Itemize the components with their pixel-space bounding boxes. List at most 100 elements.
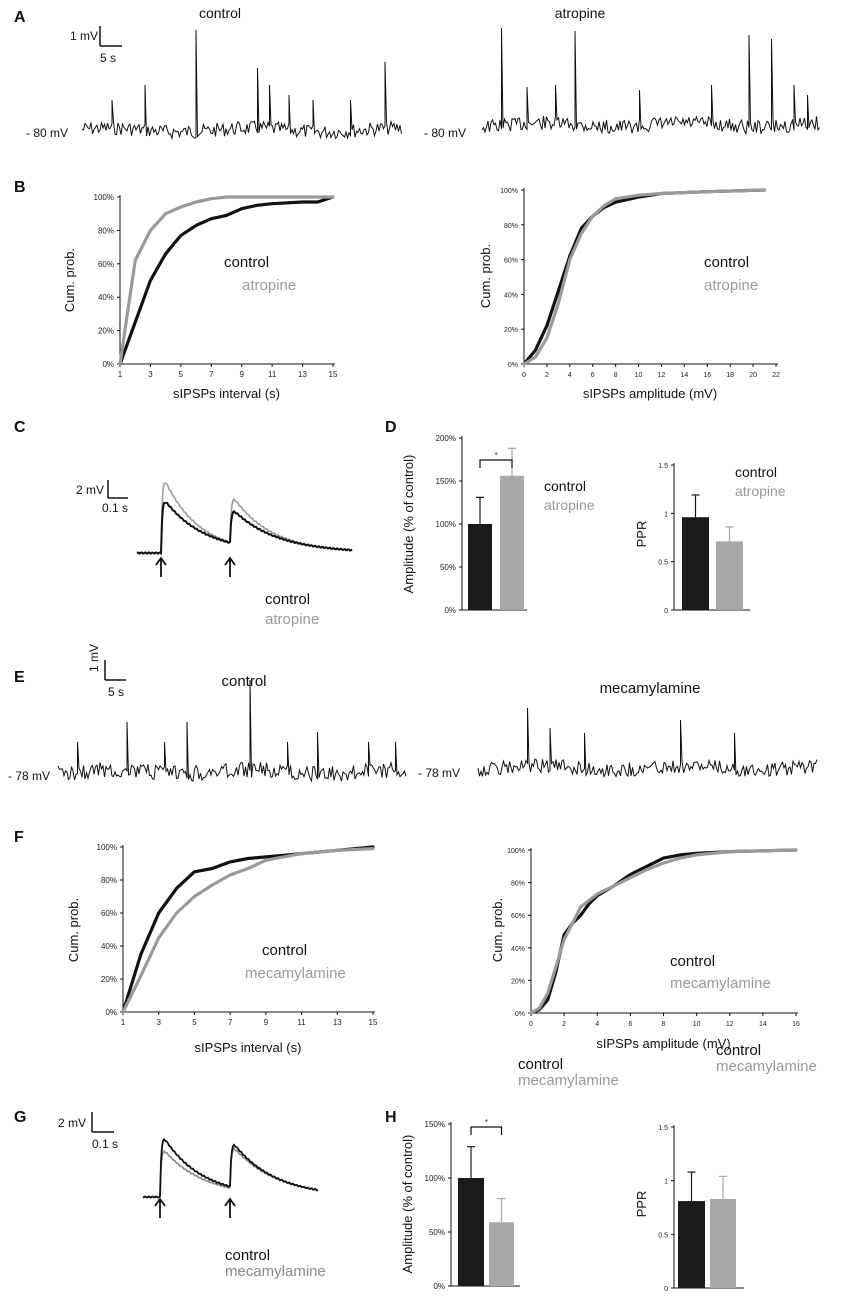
x-tick-label: 8: [662, 1021, 666, 1028]
y-tick-label: 0%: [444, 606, 456, 615]
bar-mecamylamine: [489, 1222, 514, 1286]
series-atropine: [118, 195, 335, 366]
y-tick-label: 0.5: [658, 1232, 668, 1239]
x-axis-label: sIPSPs interval (s): [173, 386, 280, 401]
y-tick-label: 80%: [101, 876, 117, 885]
scale-bar-g: 2 mV 0.1 s: [58, 1112, 118, 1151]
panel-label-d: D: [385, 419, 397, 436]
y-tick-label: 20%: [101, 975, 117, 984]
x-axis-label: sIPSPs interval (s): [195, 1040, 302, 1055]
y-tick-label: 40%: [101, 942, 117, 951]
panel-a-right-title: atropine: [555, 5, 606, 21]
y-tick-label: 0: [664, 608, 668, 615]
significance-bracket: [470, 1126, 503, 1135]
chart-f-amplitude: 0% 20% 40% 60% 80% 100% 0 2 4 6 8 10 12 14 16 sIPSPs am…: [490, 848, 800, 1051]
y-tick-label: 40%: [504, 292, 518, 299]
y-tick-label: 100%: [436, 520, 456, 529]
y-axis-label: Cum. prob.: [490, 898, 505, 962]
y-tick-label: 150%: [425, 1120, 445, 1129]
x-tick-label: 7: [228, 1018, 233, 1027]
series-mecamylamine: [529, 848, 798, 1015]
y-tick-label: 0: [664, 1286, 668, 1293]
trace-g-control: [142, 1137, 319, 1199]
chart-d-amplitude: 0% 50% 100% 150% 200% Amplitude (% of control…: [401, 434, 595, 615]
x-tick-label: 6: [591, 372, 595, 379]
panel-label-h: H: [385, 1109, 397, 1126]
x-tick-label: 12: [726, 1021, 734, 1028]
stimulus-arrow: [224, 1197, 236, 1218]
x-tick-label: 9: [239, 370, 244, 379]
panel-a-left-vm: - 80 mV: [26, 126, 68, 140]
x-tick-label: 22: [772, 372, 780, 379]
y-tick-label: 80%: [511, 881, 525, 888]
y-axis-label: Amplitude (% of control): [400, 1135, 415, 1274]
y-tick-label: 80%: [504, 223, 518, 230]
y-tick-label: 100%: [94, 193, 114, 202]
y-tick-label: 100%: [500, 188, 518, 195]
legend-control: control: [735, 464, 777, 480]
x-tick-label: 11: [268, 370, 277, 379]
legend-control: control: [544, 478, 586, 494]
x-tick-label: 16: [792, 1021, 800, 1028]
stimulus-arrow: [155, 556, 167, 577]
x-tick-label: 1: [118, 370, 123, 379]
y-tick-label: 50%: [429, 1228, 445, 1237]
trace-a-atropine: [481, 27, 820, 136]
x-tick-label: 5: [192, 1018, 197, 1027]
panel-e-left-vm: - 78 mV: [8, 769, 50, 783]
bar-control: [682, 517, 709, 610]
legend-control: control: [670, 953, 715, 970]
x-tick-label: 2: [562, 1021, 566, 1028]
significance-bracket: [479, 459, 513, 468]
bar-control: [458, 1178, 484, 1286]
x-tick-label: 15: [369, 1018, 378, 1027]
x-tick-label: 8: [614, 372, 618, 379]
stimulus-arrow: [224, 556, 236, 577]
x-tick-label: 13: [333, 1018, 342, 1027]
panel-label-c: C: [14, 419, 26, 436]
significance-star: *: [485, 1118, 488, 1127]
y-tick-label: 0%: [105, 1008, 117, 1017]
series-control: [121, 845, 375, 1014]
x-tick-label: 1: [121, 1018, 126, 1027]
legend-atropine: atropine: [735, 483, 786, 499]
panel-label-f: F: [14, 829, 24, 846]
scale-bar-c-voltage: 2 mV: [76, 483, 104, 497]
y-axis-label: PPR: [634, 521, 649, 548]
panel-a-right-vm: - 80 mV: [424, 126, 466, 140]
legend-atropine: atropine: [242, 277, 296, 294]
legend-c-control: control: [265, 591, 310, 608]
y-tick-label: 0%: [433, 1282, 445, 1291]
chart-h-amplitude: 0% 50% 100% 150% Amplitude (% of control) * co…: [400, 1056, 619, 1291]
bar-atropine: [716, 541, 743, 610]
scale-bar-g-time: 0.1 s: [92, 1137, 118, 1151]
y-tick-label: 20%: [504, 327, 518, 334]
bar-control: [678, 1201, 705, 1288]
x-tick-label: 2: [545, 372, 549, 379]
y-tick-label: 100%: [507, 848, 525, 855]
legend-control: control: [518, 1056, 563, 1073]
legend-c-atropine: atropine: [265, 611, 319, 628]
legend-mecamylamine: mecamylamine: [518, 1072, 619, 1089]
legend-mecamylamine: mecamylamine: [716, 1058, 817, 1075]
scale-bar-e-time: 5 s: [108, 685, 124, 699]
trace-e-mecamylamine: [477, 707, 818, 779]
panel-label-a: A: [14, 9, 26, 26]
y-tick-label: 100%: [425, 1174, 445, 1183]
panel-label-g: G: [14, 1109, 26, 1126]
panel-label-e: E: [14, 669, 25, 686]
x-tick-label: 4: [595, 1021, 599, 1028]
y-tick-label: 40%: [98, 293, 114, 302]
scale-bar-a-voltage: 1 mV: [70, 29, 98, 43]
y-axis-label: Cum. prob.: [66, 898, 81, 962]
trace-e-control: [57, 679, 407, 783]
bar-mecamylamine: [710, 1198, 736, 1288]
y-tick-label: 0%: [515, 1011, 525, 1018]
chart-d-ppr: 0 0.5 1 1.5 PPR control atropine: [634, 463, 786, 615]
chart-b-amplitude: 0% 20% 40% 60% 80% 100% 0 2 4 6 8 10 12 14 16 18 20 22 sIP…: [478, 188, 780, 401]
x-tick-label: 4: [568, 372, 572, 379]
